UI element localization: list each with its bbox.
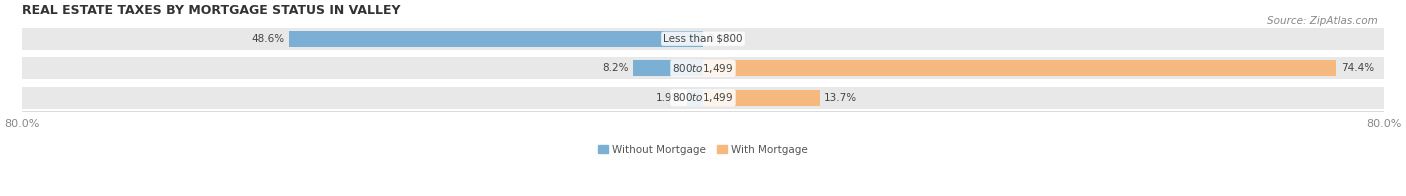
Text: Source: ZipAtlas.com: Source: ZipAtlas.com bbox=[1267, 16, 1378, 26]
Text: 8.2%: 8.2% bbox=[602, 63, 628, 73]
Bar bbox=[633, 60, 703, 76]
Bar bbox=[686, 90, 703, 106]
Text: 13.7%: 13.7% bbox=[824, 93, 858, 103]
Text: 74.4%: 74.4% bbox=[1341, 63, 1374, 73]
Bar bbox=[703, 60, 1337, 76]
Text: 1.9%: 1.9% bbox=[657, 93, 682, 103]
Text: $800 to $1,499: $800 to $1,499 bbox=[672, 62, 734, 75]
Text: 48.6%: 48.6% bbox=[252, 34, 285, 44]
Bar bbox=[22, 57, 1384, 79]
Bar bbox=[290, 31, 703, 47]
Text: 0.0%: 0.0% bbox=[707, 34, 734, 44]
Bar bbox=[22, 87, 1384, 109]
Text: Less than $800: Less than $800 bbox=[664, 34, 742, 44]
Bar bbox=[22, 28, 1384, 50]
Bar bbox=[703, 90, 820, 106]
Legend: Without Mortgage, With Mortgage: Without Mortgage, With Mortgage bbox=[593, 141, 813, 159]
Text: REAL ESTATE TAXES BY MORTGAGE STATUS IN VALLEY: REAL ESTATE TAXES BY MORTGAGE STATUS IN … bbox=[22, 4, 401, 17]
Text: $800 to $1,499: $800 to $1,499 bbox=[672, 91, 734, 104]
